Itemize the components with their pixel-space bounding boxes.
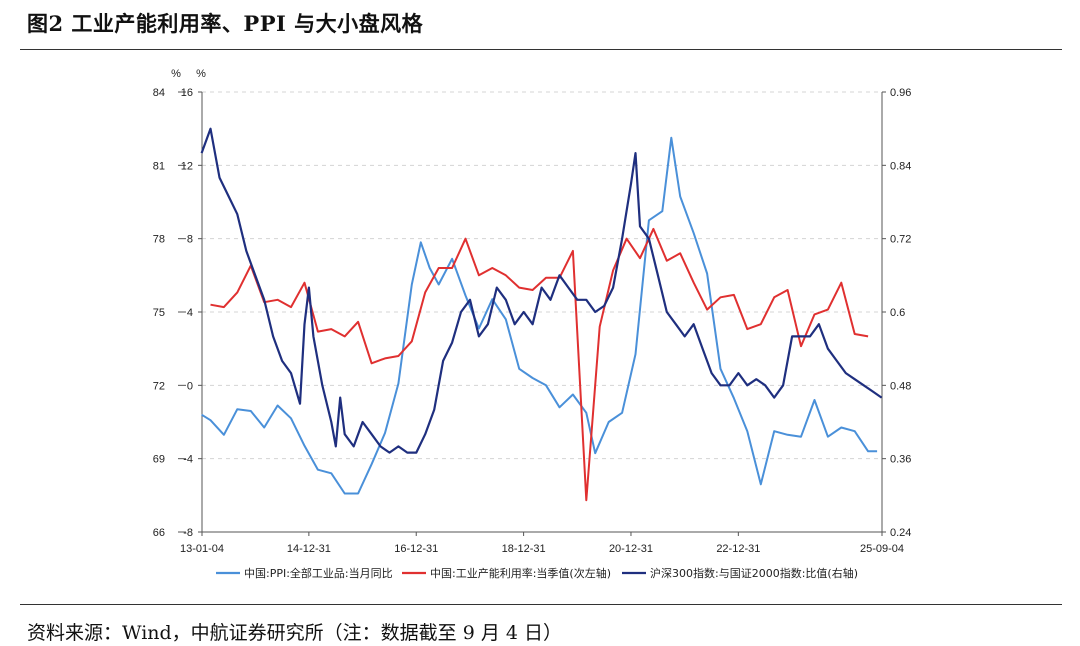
legend-label-2: 沪深300指数:与国证2000指数:比值(右轴) xyxy=(650,566,858,580)
x-tick-label: 20-12-31 xyxy=(609,543,653,555)
left-inner-tick-label: 16 xyxy=(181,87,193,99)
left-outer-tick-label: 66 xyxy=(153,527,165,539)
x-tick-label: 18-12-31 xyxy=(502,543,546,555)
left-outer-tick-label: 84 xyxy=(153,87,165,99)
left-inner-tick-label: -4 xyxy=(183,454,193,466)
left-outer-unit: % xyxy=(171,68,181,80)
series-line-2 xyxy=(200,127,883,454)
left-inner-tick-label: 8 xyxy=(187,234,193,246)
left-inner-tick-label: 0 xyxy=(187,380,193,392)
x-tick-label: 16-12-31 xyxy=(394,543,438,555)
legend-label-0: 中国:PPI:全部工业品:当月同比 xyxy=(244,566,393,580)
left-outer-tick-label: 75 xyxy=(153,307,165,319)
x-tick-label: 25-09-04 xyxy=(860,543,904,555)
legend-layer: 中国:PPI:全部工业品:当月同比 中国:工业产能利用率:当季值(次左轴) 沪深30… xyxy=(216,566,858,580)
right-tick-label: 0.24 xyxy=(890,527,911,539)
left-inner-unit: % xyxy=(196,68,206,80)
axis-layer: % %848178757269661612840-4-80.960.840.720… xyxy=(153,68,912,555)
series-line-1 xyxy=(210,227,869,502)
bottom-rule xyxy=(20,604,1062,605)
chart-title: 图2 工业产能利用率、PPI 与大小盘风格 xyxy=(27,11,424,36)
right-tick-label: 0.84 xyxy=(890,160,911,172)
right-tick-label: 0.96 xyxy=(890,87,911,99)
legend-label-1: 中国:工业产能利用率:当季值(次左轴) xyxy=(430,566,611,580)
right-tick-label: 0.72 xyxy=(890,234,911,246)
series-line-0 xyxy=(201,136,878,495)
left-inner-tick-label: 4 xyxy=(187,307,193,319)
left-outer-tick-label: 81 xyxy=(153,160,165,172)
left-inner-tick-label: -8 xyxy=(183,527,193,539)
top-rule xyxy=(20,49,1062,50)
right-tick-label: 0.48 xyxy=(890,380,911,392)
grid-layer xyxy=(202,91,882,533)
right-tick-label: 0.6 xyxy=(890,307,905,319)
left-outer-tick-label: 69 xyxy=(153,454,165,466)
x-tick-label: 22-12-31 xyxy=(716,543,760,555)
left-outer-tick-label: 78 xyxy=(153,234,165,246)
x-tick-label: 14-12-31 xyxy=(287,543,331,555)
series-layer xyxy=(200,127,883,502)
left-inner-tick-label: 12 xyxy=(181,160,193,172)
left-outer-tick-label: 72 xyxy=(153,380,165,392)
right-tick-label: 0.36 xyxy=(890,454,911,466)
x-tick-label: 13-01-04 xyxy=(180,543,224,555)
source-note: 资料来源：Wind，中航证券研究所（注：数据截至 9 月 4 日） xyxy=(27,622,563,644)
